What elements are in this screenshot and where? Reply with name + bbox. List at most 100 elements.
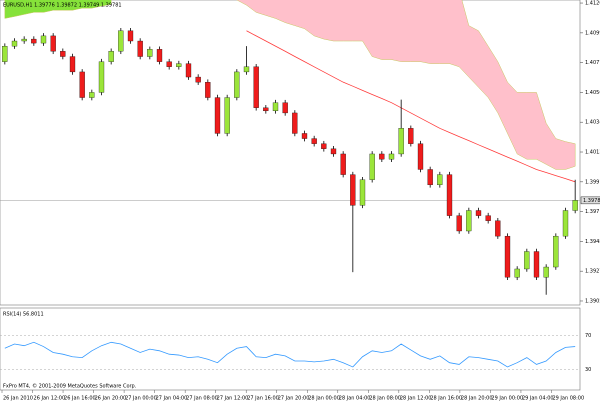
candle-body bbox=[205, 82, 211, 98]
x-tick-label: 29 Jan 04:00 bbox=[522, 396, 554, 402]
cloud bbox=[4, 0, 112, 19]
candle-body bbox=[543, 266, 549, 278]
candle-body bbox=[533, 251, 540, 278]
candle-body bbox=[572, 200, 578, 211]
candle-body bbox=[243, 66, 250, 73]
candle-body bbox=[98, 61, 105, 93]
candle-body bbox=[562, 210, 569, 237]
candle-body bbox=[147, 49, 153, 57]
y-tick-label: 30 bbox=[585, 367, 591, 373]
x-tick-label: 27 Jan 08:00 bbox=[186, 396, 218, 402]
candle-body bbox=[301, 133, 308, 139]
x-tick-label: 26 Jan 16:00 bbox=[64, 396, 96, 402]
candle-body bbox=[108, 51, 114, 62]
main-panel bbox=[0, 0, 581, 306]
candle-body bbox=[21, 38, 27, 42]
x-tick-label: 27 Jan 04:00 bbox=[156, 396, 188, 402]
y-tick-label: 1.39915 bbox=[585, 179, 600, 185]
candle-body bbox=[292, 112, 298, 134]
x-tick-label: 28 Jan 20:00 bbox=[461, 396, 493, 402]
y-tick-label: 1.4013 bbox=[585, 150, 600, 156]
x-tick-label: 27 Jan 20:00 bbox=[278, 396, 310, 402]
candle-body bbox=[446, 174, 453, 216]
candle-body bbox=[321, 143, 327, 149]
main-plot bbox=[0, 0, 580, 295]
current-price-label: 1.39781 bbox=[583, 198, 600, 204]
candle-body bbox=[11, 40, 18, 47]
candle-body bbox=[350, 174, 356, 206]
candle-body bbox=[127, 30, 134, 42]
candle-body bbox=[417, 143, 424, 170]
candle-body bbox=[456, 215, 462, 232]
candle-body bbox=[79, 71, 85, 98]
candle-body bbox=[437, 174, 443, 186]
candle-body bbox=[176, 63, 182, 67]
current-price-box bbox=[580, 196, 600, 205]
moving-average bbox=[246, 30, 576, 183]
candle-body bbox=[475, 210, 482, 216]
candle-body bbox=[330, 148, 337, 155]
candle-body bbox=[553, 235, 559, 268]
candle-body bbox=[524, 251, 530, 270]
x-tick-label: 27 Jan 16:00 bbox=[247, 396, 279, 402]
candle-body bbox=[340, 153, 346, 175]
candle-body bbox=[118, 30, 124, 52]
candle-body bbox=[504, 235, 511, 278]
x-tick-label: 28 Jan 12:00 bbox=[400, 396, 432, 402]
y-tick-label: 1.4056 bbox=[585, 90, 600, 96]
candle-body bbox=[234, 71, 240, 98]
y-tick-label: 1.40345 bbox=[585, 120, 600, 126]
candle-body bbox=[156, 49, 163, 62]
y-tick-label: 1.4099 bbox=[585, 30, 600, 36]
y-tick-label: 1.39055 bbox=[585, 298, 600, 304]
y-tick-label: 1.41205 bbox=[585, 1, 600, 7]
rsi-title: RSI(14) 56.8011 bbox=[3, 312, 44, 318]
candle-body bbox=[195, 76, 201, 83]
candle-body bbox=[166, 61, 172, 67]
candle-body bbox=[388, 153, 395, 160]
candle-body bbox=[359, 179, 366, 206]
cloud bbox=[236, 0, 576, 170]
y-tick-label: 1.3927 bbox=[585, 269, 600, 275]
candle-body bbox=[89, 92, 95, 98]
y-tick-label: 70 bbox=[585, 333, 591, 339]
candle-body bbox=[485, 215, 491, 221]
candle-body bbox=[408, 128, 414, 144]
y-tick-label: 1.39485 bbox=[585, 239, 600, 245]
candle-body bbox=[185, 63, 192, 78]
x-tick-label: 26 Jan 2010 bbox=[3, 396, 33, 402]
x-tick-label: 26 Jan 20:00 bbox=[95, 396, 127, 402]
candle-body bbox=[50, 35, 56, 52]
candle-body bbox=[137, 40, 143, 57]
x-tick-label: 27 Jan 12:00 bbox=[217, 396, 249, 402]
candle-body bbox=[31, 38, 37, 44]
y-tick-label: 1.397 bbox=[585, 209, 599, 215]
rsi-panel bbox=[0, 307, 581, 391]
x-tick-label: 28 Jan 16:00 bbox=[430, 396, 462, 402]
candle-body bbox=[69, 56, 76, 73]
chart-title: EURUSD,H1 1.39776 1.39872 1.39749 1.3978… bbox=[3, 3, 122, 9]
candle-body bbox=[379, 153, 385, 160]
candle-body bbox=[40, 35, 47, 44]
candle-body bbox=[495, 220, 501, 237]
candle-body bbox=[282, 102, 288, 114]
candle-body bbox=[272, 102, 279, 112]
candle-body bbox=[224, 97, 230, 134]
candle-body bbox=[214, 97, 221, 134]
x-tick-label: 26 Jan 12:00 bbox=[34, 396, 66, 402]
x-tick-label: 28 Jan 04:00 bbox=[339, 396, 371, 402]
candle-body bbox=[263, 107, 269, 112]
candle-body bbox=[253, 66, 259, 108]
candle-body bbox=[2, 45, 8, 62]
x-tick-label: 27 Jan 00:00 bbox=[125, 396, 157, 402]
y-tick-label: 1.40775 bbox=[585, 60, 600, 66]
x-tick-label: 28 Jan 08:00 bbox=[369, 396, 401, 402]
candle-body bbox=[369, 153, 375, 180]
x-tick-label: 29 Jan 08:00 bbox=[552, 396, 584, 402]
candle-body bbox=[311, 138, 317, 144]
footer: FxPro MT4, © 2001-2009 MetaQuotes Softwa… bbox=[3, 383, 137, 390]
candle-body bbox=[466, 210, 472, 232]
rsi-line bbox=[4, 341, 576, 368]
